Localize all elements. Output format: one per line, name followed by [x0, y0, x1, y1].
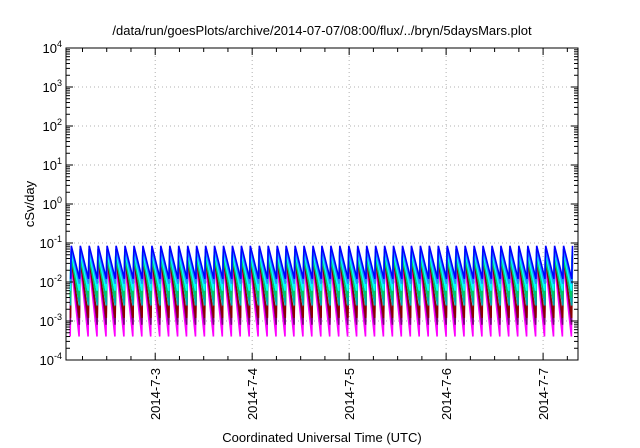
- y-tick-label: 103: [43, 78, 62, 95]
- x-axis: 2014-7-3 2014-7-4 2014-7-5 2014-7-6 2014-7-7: [81, 48, 568, 420]
- y-axis: 10-4 10-3 10-2 10-1 100 101 102 103 104: [40, 39, 578, 368]
- y-tick-label: 100: [43, 195, 62, 212]
- x-tick-label: 2014-7-5: [342, 368, 357, 420]
- y-tick-label: 10-4: [40, 351, 62, 368]
- x-axis-label: Coordinated Universal Time (UTC): [222, 430, 421, 445]
- y-tick-label: 10-3: [40, 312, 62, 329]
- x-tick-label: 2014-7-3: [148, 368, 163, 420]
- y-tick-label: 10-2: [40, 273, 62, 290]
- series-line: [69, 245, 574, 280]
- chart-title: /data/run/goesPlots/archive/2014-07-07/0…: [112, 23, 532, 38]
- y-tick-label: 101: [43, 156, 62, 173]
- y-tick-label: 102: [43, 117, 62, 134]
- x-tick-label: 2014-7-6: [439, 368, 454, 420]
- y-tick-label: 104: [43, 39, 62, 56]
- y-axis-label: cSv/day: [22, 180, 37, 227]
- series-group: [69, 245, 574, 337]
- x-tick-label: 2014-7-4: [245, 368, 260, 420]
- x-tick-label: 2014-7-7: [536, 368, 551, 420]
- y-tick-label: 10-1: [40, 234, 62, 251]
